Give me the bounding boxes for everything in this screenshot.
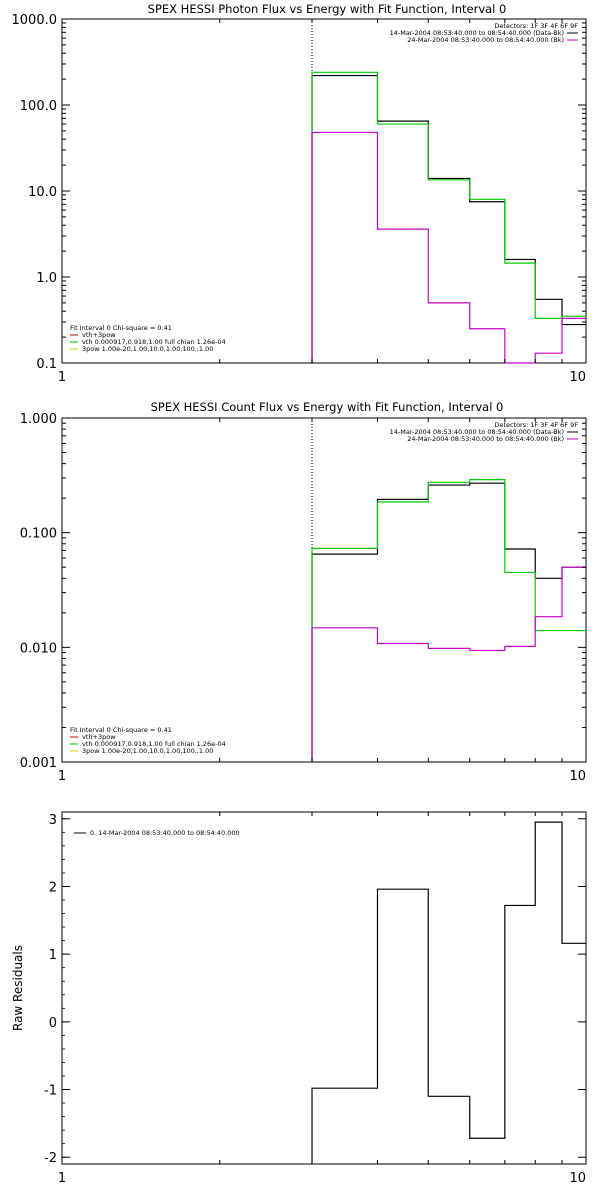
fit-legend-label: vth 0.000917,0.918,1.00 full chian 1.26e… <box>82 338 226 346</box>
step-series-0 <box>311 74 586 363</box>
count-flux-plot-frame <box>61 417 587 763</box>
y-tick-label: 100.0 <box>20 99 57 114</box>
y-tick-label: 0.1 <box>36 357 57 372</box>
fit-legend-label: 3pow 1.00e-20,1.00,10.0,1.00,100.,1.00 <box>82 345 213 353</box>
fit-legend-label: Fit Interval 0 Chi-square = 0.41 <box>70 726 172 734</box>
fit-legend-label: vth+3pow <box>82 733 116 741</box>
x-tick-label: 1 <box>58 370 66 385</box>
count-flux-marks <box>311 418 586 762</box>
step-series-0 <box>311 821 586 1164</box>
legend-entry-label: Detectors: 1F 3F 4F 6F 9F <box>494 22 578 30</box>
x-tick-label: 1 <box>58 769 66 784</box>
photon-flux-title: SPEX HESSI Photon Flux vs Energy with Fi… <box>148 2 507 16</box>
photon-flux-plot-frame <box>61 18 587 364</box>
count-flux-panel: SPEX HESSI Count Flux vs Energy with Fit… <box>20 400 587 784</box>
x-tick-label: 10 <box>569 370 586 385</box>
y-tick-label: 1 <box>49 948 57 963</box>
y-tick-label: 2 <box>49 880 57 895</box>
y-tick-label: 1.0 <box>36 271 57 286</box>
residuals-y-axis-label: Raw Residuals <box>11 945 25 1031</box>
x-tick-label: 10 <box>569 769 586 784</box>
fit-legend-label: Fit Interval 0 Chi-square = 0.41 <box>70 324 172 332</box>
legend-entry-label: Detectors: 1F 3F 4F 6F 9F <box>494 421 578 429</box>
count-flux-fit-legend: Fit Interval 0 Chi-square = 0.41vth+3pow… <box>70 726 226 755</box>
step-series-1 <box>311 479 586 762</box>
count-flux-axes: 0.001 0.010 0.100 1.000 1 10 <box>20 412 587 784</box>
step-series-1 <box>311 71 586 363</box>
x-tick-label: 1 <box>58 1171 66 1186</box>
legend-entry-label: 14-Mar-2004 08:53:40.000 to 08:54:40.000… <box>390 428 564 436</box>
residuals-legend: 0. 14-Mar-2004 08:53:40.000 to 08:54:40.… <box>74 829 240 837</box>
y-tick-label: 10.0 <box>28 185 57 200</box>
y-tick-label: 0.100 <box>20 527 57 542</box>
residuals-marks <box>311 821 586 1164</box>
step-series-2 <box>311 566 586 762</box>
y-tick-label: -2 <box>44 1151 57 1166</box>
photon-flux-fit-legend: Fit Interval 0 Chi-square = 0.41vth+3pow… <box>70 324 226 353</box>
count-flux-title: SPEX HESSI Count Flux vs Energy with Fit… <box>151 400 504 414</box>
legend-entry-label: 24-Mar-2004 08:53:40.000 to 08:54:40.000… <box>407 36 564 44</box>
y-tick-label: 1.000 <box>20 412 57 427</box>
legend-entry-label: 14-Mar-2004 08:53:40.000 to 08:54:40.000… <box>390 29 564 37</box>
y-tick-label: 0.001 <box>20 756 57 771</box>
photon-flux-marks <box>311 19 586 364</box>
legend-entry-label: 0. 14-Mar-2004 08:53:40.000 to 08:54:40.… <box>90 829 240 837</box>
residuals-panel: Raw Residuals -2 -1 0 1 2 3 1 10 0. 14-Mar-2004… <box>11 811 587 1186</box>
fit-legend-label: 3pow 1.00e-20,1.00,10.0,1.00,100.,1.00 <box>82 747 213 755</box>
photon-flux-panel: SPEX HESSI Photon Flux vs Energy with Fi… <box>12 2 587 385</box>
fit-legend-label: vth+3pow <box>82 331 116 339</box>
step-series-2 <box>311 131 586 364</box>
y-tick-label: 0 <box>49 1016 57 1031</box>
photon-flux-axes: 0.1 1.0 10.0 100.0 1000.0 1 10 <box>12 13 587 385</box>
y-tick-label: -1 <box>44 1084 57 1099</box>
step-series-0 <box>311 482 586 762</box>
residuals-axes: -2 -1 0 1 2 3 1 10 <box>44 812 587 1186</box>
y-tick-label: 0.010 <box>20 641 57 656</box>
y-tick-label: 3 <box>49 813 57 828</box>
x-tick-label: 10 <box>569 1171 586 1186</box>
residuals-plot-frame <box>61 811 587 1165</box>
y-tick-label: 1000.0 <box>12 13 58 28</box>
legend-entry-label: 24-Mar-2004 08:53:40.000 to 08:54:40.000… <box>407 435 564 443</box>
fit-legend-label: vth 0.000917,0.918,1.00 full chian 1.26e… <box>82 740 226 748</box>
